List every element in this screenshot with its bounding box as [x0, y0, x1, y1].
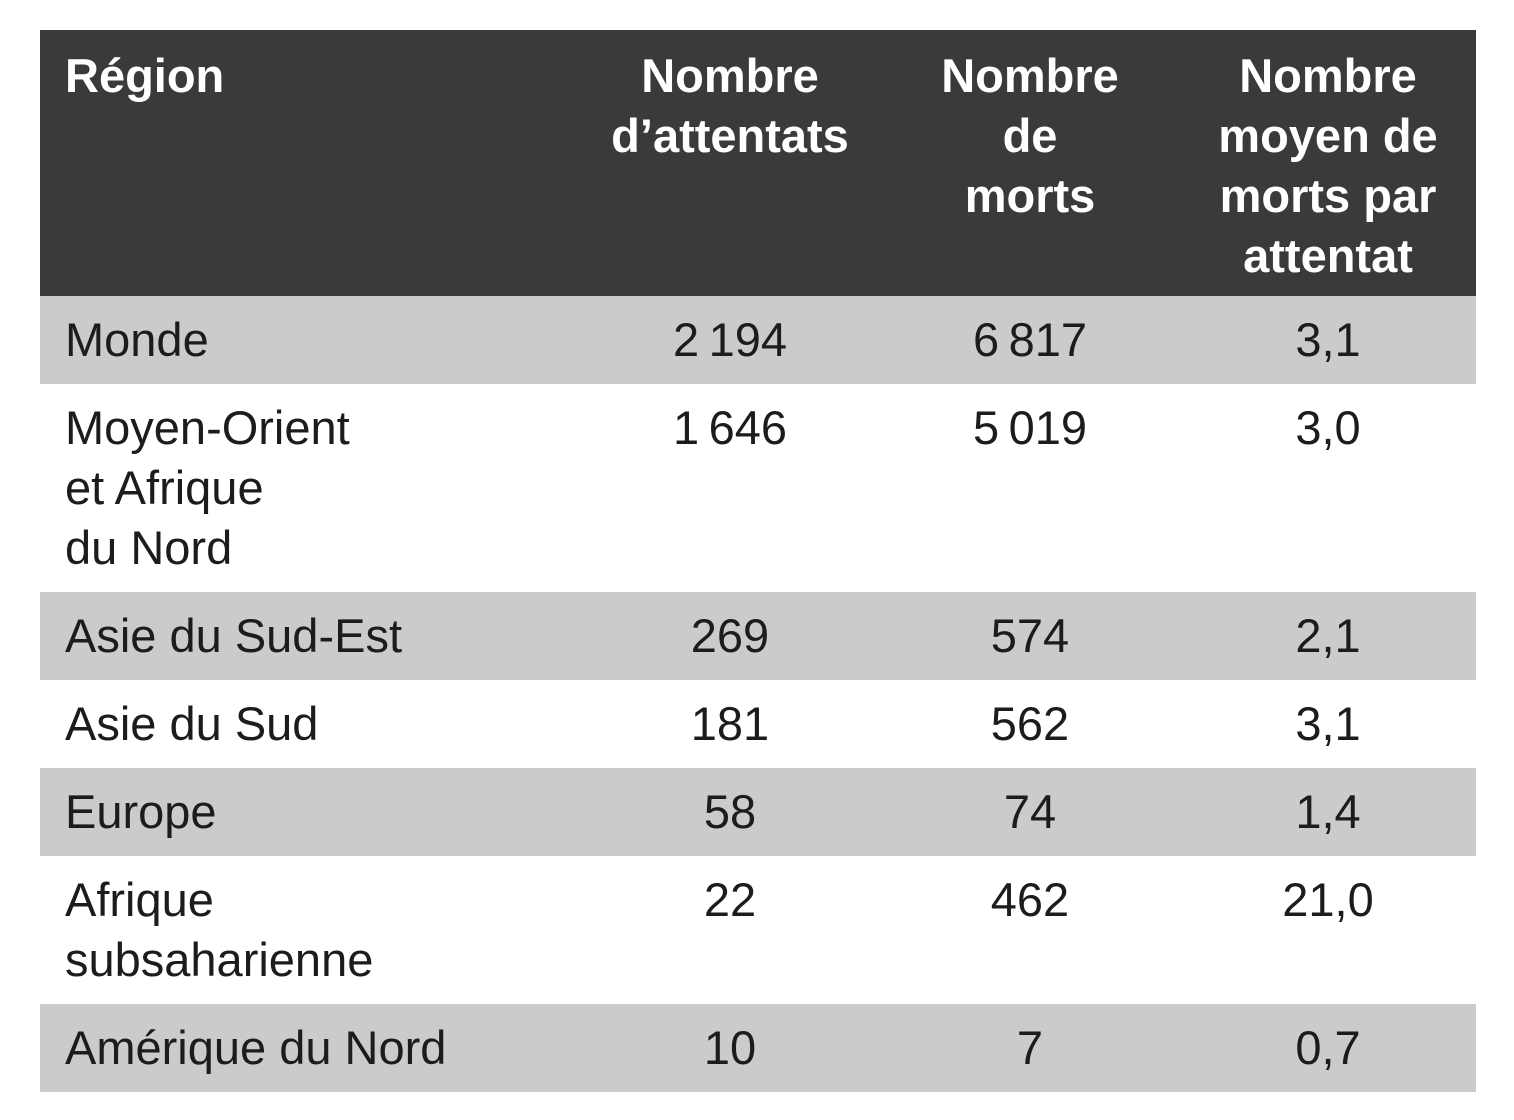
moyenne-cell: 3,1: [1180, 296, 1476, 384]
moyenne-cell: 3,1: [1180, 680, 1476, 768]
header-cell-moyenne: Nombre moyen de morts par attentat: [1180, 30, 1476, 296]
moyenne-cell: 21,0: [1180, 856, 1476, 1004]
attentats-cell: 1 646: [580, 384, 880, 592]
attentats-cell: 269: [580, 592, 880, 680]
header-row: Région Nombre d’attentats Nombre de mort…: [40, 30, 1476, 296]
morts-cell: 5 019: [880, 384, 1180, 592]
table-row-europe: Europe 58 74 1,4: [40, 768, 1476, 856]
moyenne-cell: 2,1: [1180, 592, 1476, 680]
morts-cell: 74: [880, 768, 1180, 856]
attentats-cell: 10: [580, 1004, 880, 1092]
region-cell: Moyen-Orient et Afrique du Nord: [40, 384, 580, 592]
table-row-afrique-subsaharienne: Afrique subsaharienne 22 462 21,0: [40, 856, 1476, 1004]
header-cell-attentats: Nombre d’attentats: [580, 30, 880, 296]
region-cell: Asie du Sud: [40, 680, 580, 768]
attentats-cell: 22: [580, 856, 880, 1004]
table-row-asie-sud-est: Asie du Sud-Est 269 574 2,1: [40, 592, 1476, 680]
region-cell: Monde: [40, 296, 580, 384]
table-row-amerique-nord: Amérique du Nord 10 7 0,7: [40, 1004, 1476, 1092]
attentats-cell: 2 194: [580, 296, 880, 384]
region-cell: Amérique du Nord: [40, 1004, 580, 1092]
table-row-asie-sud: Asie du Sud 181 562 3,1: [40, 680, 1476, 768]
region-cell: Europe: [40, 768, 580, 856]
region-cell: Asie du Sud-Est: [40, 592, 580, 680]
morts-cell: 6 817: [880, 296, 1180, 384]
moyenne-cell: 0,7: [1180, 1004, 1476, 1092]
morts-cell: 574: [880, 592, 1180, 680]
morts-cell: 7: [880, 1004, 1180, 1092]
moyenne-cell: 3,0: [1180, 384, 1476, 592]
statistics-table: Région Nombre d’attentats Nombre de mort…: [40, 30, 1476, 1092]
attentats-cell: 181: [580, 680, 880, 768]
table-row-monde: Monde 2 194 6 817 3,1: [40, 296, 1476, 384]
region-cell: Afrique subsaharienne: [40, 856, 580, 1004]
table-row-moyen-orient: Moyen-Orient et Afrique du Nord 1 646 5 …: [40, 384, 1476, 592]
morts-cell: 462: [880, 856, 1180, 1004]
header-cell-region: Région: [40, 30, 580, 296]
moyenne-cell: 1,4: [1180, 768, 1476, 856]
attentats-cell: 58: [580, 768, 880, 856]
header-cell-morts: Nombre de morts: [880, 30, 1180, 296]
morts-cell: 562: [880, 680, 1180, 768]
